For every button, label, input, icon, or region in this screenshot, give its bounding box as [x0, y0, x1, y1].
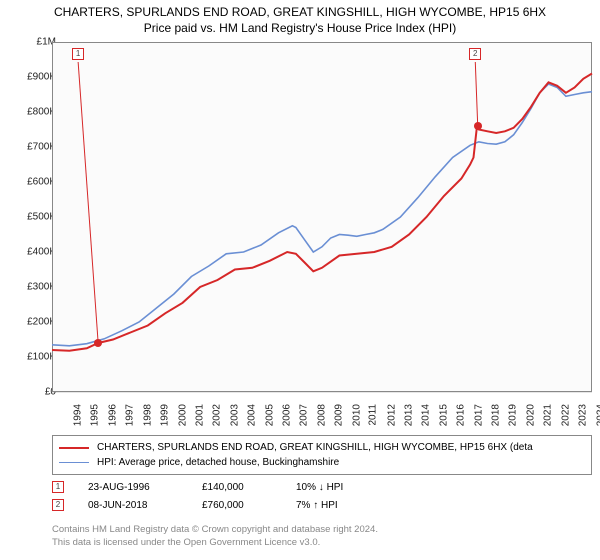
x-tick-label: 2003	[229, 404, 240, 426]
x-tick-label: 1996	[107, 404, 118, 426]
x-tick-label: 2015	[438, 404, 449, 426]
annotation-row-2: 2 08-JUN-2018 £760,000 7% ↑ HPI	[52, 496, 592, 514]
x-tick-label: 2013	[403, 404, 414, 426]
annotation-row-1: 1 23-AUG-1996 £140,000 10% ↓ HPI	[52, 478, 592, 496]
attribution-line2: This data is licensed under the Open Gov…	[52, 537, 592, 550]
x-tick-label: 2024	[595, 404, 600, 426]
x-tick-label: 2010	[351, 404, 362, 426]
y-tick-label: £100K	[8, 352, 56, 363]
x-tick-label: 2012	[386, 404, 397, 426]
x-tick-label: 2018	[490, 404, 501, 426]
annotation-table: 1 23-AUG-1996 £140,000 10% ↓ HPI 2 08-JU…	[52, 478, 592, 514]
annotation-marker-2-icon: 2	[52, 499, 64, 511]
legend-label-hpi: HPI: Average price, detached house, Buck…	[97, 455, 339, 470]
legend-row-hpi: HPI: Average price, detached house, Buck…	[59, 455, 585, 470]
chart-title-line1: CHARTERS, SPURLANDS END ROAD, GREAT KING…	[0, 4, 600, 20]
legend: CHARTERS, SPURLANDS END ROAD, GREAT KING…	[52, 435, 592, 475]
x-tick-label: 2001	[194, 404, 205, 426]
x-tick-label: 2002	[212, 404, 223, 426]
annotation-price-1: £140,000	[202, 482, 272, 493]
y-tick-label: £200K	[8, 317, 56, 328]
y-tick-label: £600K	[8, 177, 56, 188]
legend-swatch-hpi	[59, 462, 89, 464]
gridline-horizontal	[52, 392, 592, 393]
x-tick-label: 2000	[177, 404, 188, 426]
x-tick-label: 2005	[264, 404, 275, 426]
annotation-pct-1: 10% ↓ HPI	[296, 482, 406, 493]
x-tick-label: 1998	[142, 404, 153, 426]
annotation-date-2: 08-JUN-2018	[88, 500, 178, 511]
chart-title-block: CHARTERS, SPURLANDS END ROAD, GREAT KING…	[0, 0, 600, 36]
marker-connector	[52, 42, 592, 392]
annotation-pct-2: 7% ↑ HPI	[296, 500, 406, 511]
x-tick-label: 2016	[455, 404, 466, 426]
x-tick-label: 2019	[508, 404, 519, 426]
legend-swatch-property	[59, 447, 89, 449]
y-tick-label: £300K	[8, 282, 56, 293]
x-tick-label: 1997	[125, 404, 136, 426]
chart-title-line2: Price paid vs. HM Land Registry's House …	[0, 20, 600, 36]
attribution-line1: Contains HM Land Registry data © Crown c…	[52, 524, 592, 537]
y-tick-label: £900K	[8, 72, 56, 83]
x-tick-label: 1994	[72, 404, 83, 426]
x-tick-label: 2011	[368, 404, 379, 426]
x-tick-label: 2014	[421, 404, 432, 426]
x-tick-label: 2007	[299, 404, 310, 426]
x-tick-label: 2006	[281, 404, 292, 426]
x-tick-label: 2021	[543, 404, 554, 426]
legend-label-property: CHARTERS, SPURLANDS END ROAD, GREAT KING…	[97, 440, 533, 455]
x-tick-label: 2020	[525, 404, 536, 426]
x-tick-label: 1999	[159, 404, 170, 426]
y-tick-label: £800K	[8, 107, 56, 118]
attribution: Contains HM Land Registry data © Crown c…	[52, 524, 592, 550]
annotation-marker-1-icon: 1	[52, 481, 64, 493]
annotation-date-1: 23-AUG-1996	[88, 482, 178, 493]
x-tick-label: 2023	[577, 404, 588, 426]
x-tick-label: 2008	[316, 404, 327, 426]
y-tick-label: £400K	[8, 247, 56, 258]
chart-container: CHARTERS, SPURLANDS END ROAD, GREAT KING…	[0, 0, 600, 560]
y-tick-label: £500K	[8, 212, 56, 223]
x-tick-label: 2022	[560, 404, 571, 426]
x-tick-label: 2017	[473, 404, 484, 426]
y-tick-label: £1M	[8, 37, 56, 48]
x-tick-label: 1995	[90, 404, 101, 426]
annotation-price-2: £760,000	[202, 500, 272, 511]
y-tick-label: £700K	[8, 142, 56, 153]
y-tick-label: £0	[8, 387, 56, 398]
x-tick-label: 2004	[246, 404, 257, 426]
legend-row-property: CHARTERS, SPURLANDS END ROAD, GREAT KING…	[59, 440, 585, 455]
x-tick-label: 2009	[334, 404, 345, 426]
